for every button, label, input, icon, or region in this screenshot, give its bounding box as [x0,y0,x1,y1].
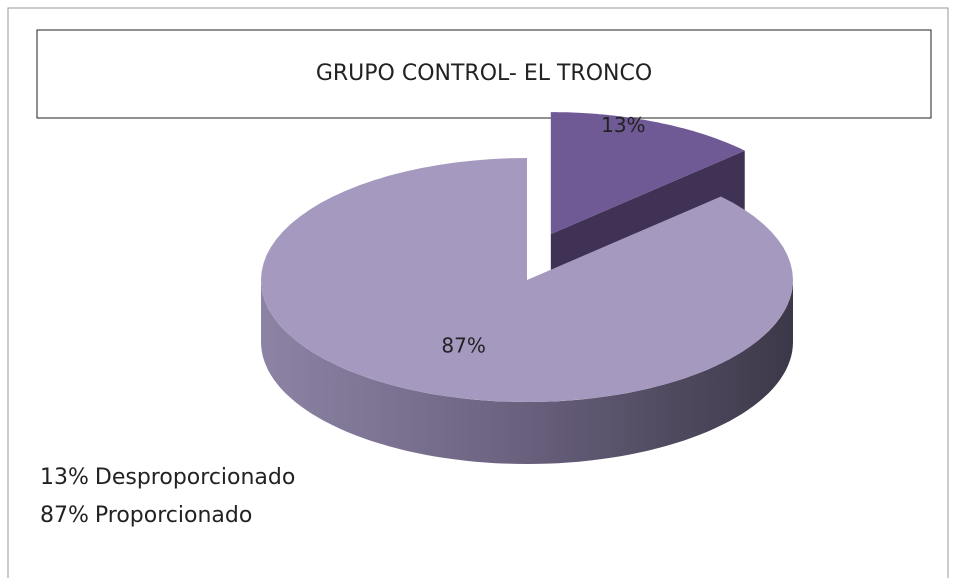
pie-side [261,280,793,464]
frame [7,7,949,578]
legend-value: 87% [40,503,89,528]
chart-title: GRUPO CONTROL- EL TRONCO [316,61,652,86]
data-label: 87% [441,334,485,358]
pie: 13% 87% [261,112,793,464]
legend-entry: 13% Desproporcionado [40,465,295,490]
pie-slice [550,112,745,235]
data-label: 13% [601,113,645,137]
legend-label: Desproporcionado [95,465,295,490]
legend-value: 13% [40,465,89,490]
pie-slice [261,158,793,402]
title-box [36,29,932,119]
legend-label: Proporcionado [95,503,252,528]
legend-entry: 87% Proporcionado [40,503,252,528]
